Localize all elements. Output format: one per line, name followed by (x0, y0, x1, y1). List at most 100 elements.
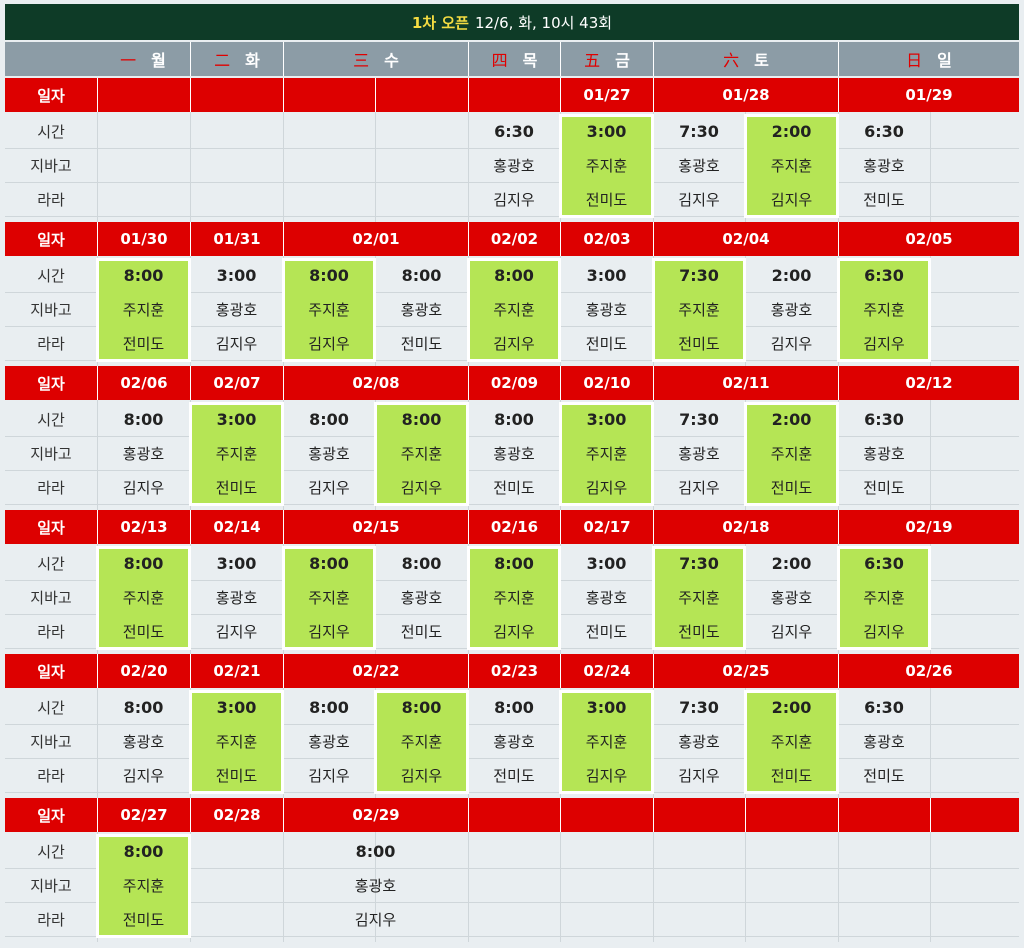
performance-lala: 전미도 (863, 478, 905, 497)
grid-line (930, 688, 931, 798)
performance-jibago: 홍광호 (678, 732, 720, 751)
grid-line (5, 758, 1019, 759)
performance-lala: 김지우 (308, 334, 350, 353)
performance-lala: 김지우 (678, 766, 720, 785)
date-cell: 01/28 (653, 78, 838, 112)
performance-lala: 김지우 (215, 622, 258, 641)
date-cell: 02/24 (560, 654, 653, 688)
performance-lala: 전미도 (585, 622, 628, 641)
grid-line (283, 832, 284, 942)
performance-time: 8:00 (494, 265, 534, 285)
date-cell: 02/11 (653, 366, 838, 400)
performance-jibago: 주지훈 (493, 588, 535, 607)
date-row: 일자 02/13 02/14 02/15 02/16 02/17 02/18 02/19 (5, 510, 1019, 544)
date-cell-empty (97, 78, 190, 112)
performance-jibago: 주지훈 (122, 300, 165, 319)
performance-jibago: 주지훈 (770, 732, 813, 751)
performance-time: 8:00 (401, 409, 442, 429)
schedule-title: 1차 오픈 12/6, 화, 10시 43회 (5, 4, 1019, 40)
date-cell: 02/16 (468, 510, 560, 544)
grid-line (5, 724, 1019, 725)
performance-lala: 김지우 (863, 334, 905, 353)
performance-lala: 전미도 (678, 334, 720, 353)
date-cell: 02/28 (190, 798, 283, 832)
row-label-jibago: 지바고 (30, 588, 72, 607)
performance-jibago: 주지훈 (770, 156, 813, 175)
performance-time: 2:00 (771, 409, 812, 429)
performance-time: 2:00 (771, 121, 812, 141)
performance-time: 8:00 (123, 265, 164, 285)
performance-lala: 김지우 (354, 910, 397, 929)
performance-time: 8:00 (123, 553, 164, 573)
date-row: 일자 02/06 02/07 02/08 02/09 02/10 02/11 02/12 (5, 366, 1019, 400)
performance-jibago: 주지훈 (863, 300, 905, 319)
performance-jibago: 주지훈 (585, 732, 628, 751)
day-hanja: 六 (723, 51, 741, 70)
performance-jibago: 홍광호 (678, 444, 720, 463)
performance-time: 8:00 (494, 409, 534, 429)
performance-jibago: 홍광호 (493, 732, 535, 751)
date-cell-empty (375, 78, 468, 112)
performance-lala: 전미도 (770, 766, 813, 785)
highlight-performance (837, 546, 931, 650)
performance-jibago: 주지훈 (400, 444, 443, 463)
row-label-jibago: 지바고 (30, 732, 72, 751)
performance-lala: 김지우 (493, 622, 535, 641)
date-cell: 02/07 (190, 366, 283, 400)
grid-line (930, 832, 931, 942)
grid-line (560, 832, 561, 942)
day-hanja: 五 (584, 51, 602, 70)
date-cell: 02/10 (560, 366, 653, 400)
performance-time: 6:30 (864, 265, 904, 285)
performance-jibago: 홍광호 (215, 588, 258, 607)
grid-line (5, 504, 1019, 505)
date-cell: 02/03 (560, 222, 653, 256)
date-cell: 02/17 (560, 510, 653, 544)
grid-line (930, 112, 931, 222)
day-korean: 토 (754, 51, 770, 70)
grid-line (5, 436, 1019, 437)
date-cell: 02/14 (190, 510, 283, 544)
row-label-jibago: 지바고 (30, 876, 72, 895)
title-highlight: 1차 오픈 (411, 13, 469, 32)
grid-line (97, 400, 98, 510)
performance-time: 3:00 (216, 697, 257, 717)
grid-line (5, 902, 1019, 903)
performance-jibago: 주지훈 (493, 300, 535, 319)
performance-time: 8:00 (355, 841, 396, 861)
date-row-label: 일자 (5, 78, 97, 112)
date-cell: 01/31 (190, 222, 283, 256)
week-block-2: 일자 02/06 02/07 02/08 02/09 02/10 02/11 02/12 시간 지… (5, 366, 1019, 510)
date-cell: 02/19 (838, 510, 1019, 544)
highlight-performance (467, 258, 561, 362)
performance-jibago: 주지훈 (122, 876, 165, 895)
performance-lala: 김지우 (493, 190, 535, 209)
grid-line (930, 400, 931, 510)
performance-jibago: 주지훈 (215, 444, 258, 463)
grid-line (5, 148, 1019, 149)
highlight-performance (652, 258, 746, 362)
date-cell: 02/05 (838, 222, 1019, 256)
grid-line (5, 182, 1019, 183)
performance-jibago: 주지훈 (400, 732, 443, 751)
performance-lala: 김지우 (122, 478, 165, 497)
performance-jibago: 홍광호 (308, 732, 350, 751)
highlight-performance (374, 402, 469, 506)
grid-line (5, 936, 1019, 937)
performance-lala: 김지우 (122, 766, 165, 785)
performance-time: 2:00 (771, 697, 812, 717)
performance-jibago: 홍광호 (585, 300, 628, 319)
highlight-performance (96, 546, 191, 650)
performance-time: 3:00 (586, 265, 627, 285)
performance-lala: 김지우 (585, 478, 628, 497)
grid-line (97, 112, 98, 222)
performance-lala: 김지우 (493, 334, 535, 353)
row-label-lala: 라라 (37, 334, 65, 353)
row-label-time: 시간 (37, 554, 65, 573)
performance-jibago: 홍광호 (585, 588, 628, 607)
date-row-label: 일자 (5, 222, 97, 256)
